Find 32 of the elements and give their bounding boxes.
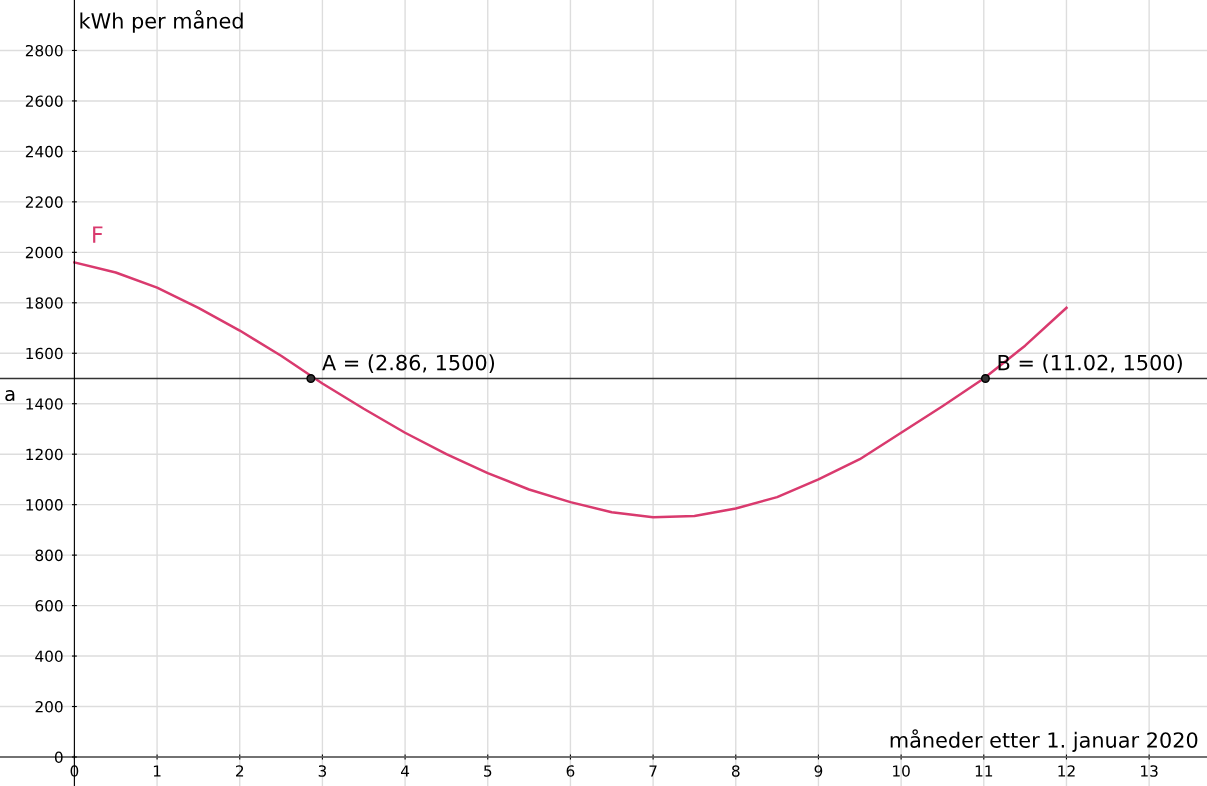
y-tick-label: 600 [35,600,63,612]
series-label: F [93,226,103,243]
y-tick-label: 1200 [26,448,63,461]
annotation: A = (2.86, 1500) [322,354,495,373]
y-tick-label: 2400 [25,145,63,158]
y-tick-label: 1800 [26,297,63,309]
y-tick-label: 1000 [26,499,63,511]
x-axis-title: måneder etter 1. januar 2020 [890,729,1198,752]
x-tick-label: 8 [731,765,740,777]
y-tick-label: 1600 [26,347,63,360]
x-tick-label: 13 [1141,765,1158,777]
y-tick-label: 1400 [26,398,63,410]
ref-line-label: a [5,389,15,402]
y-tick-label: 800 [35,549,63,562]
y-tick-label: 2000 [25,246,63,259]
x-tick-label: 10 [893,765,910,777]
y-axis-title: kWh per måned [80,10,243,33]
x-tick-label: 7 [649,765,657,777]
y-tick-label: 2800 [25,44,63,57]
y-tick-label: 200 [35,700,63,713]
x-tick-label: 2 [236,765,244,777]
x-tick-label: 11 [975,765,993,777]
x-tick-label: 9 [814,765,823,777]
x-tick-label: 12 [1058,765,1075,777]
x-tick-label: 3 [318,765,327,777]
y-tick-label: 2200 [25,196,63,208]
y-tick-label: 400 [35,650,63,663]
y-tick-label: 2600 [25,95,63,107]
x-tick-label: 1 [153,765,161,777]
x-tick-label: 5 [484,765,492,777]
x-tick-label: 6 [566,765,575,777]
x-tick-label: 4 [400,765,410,777]
